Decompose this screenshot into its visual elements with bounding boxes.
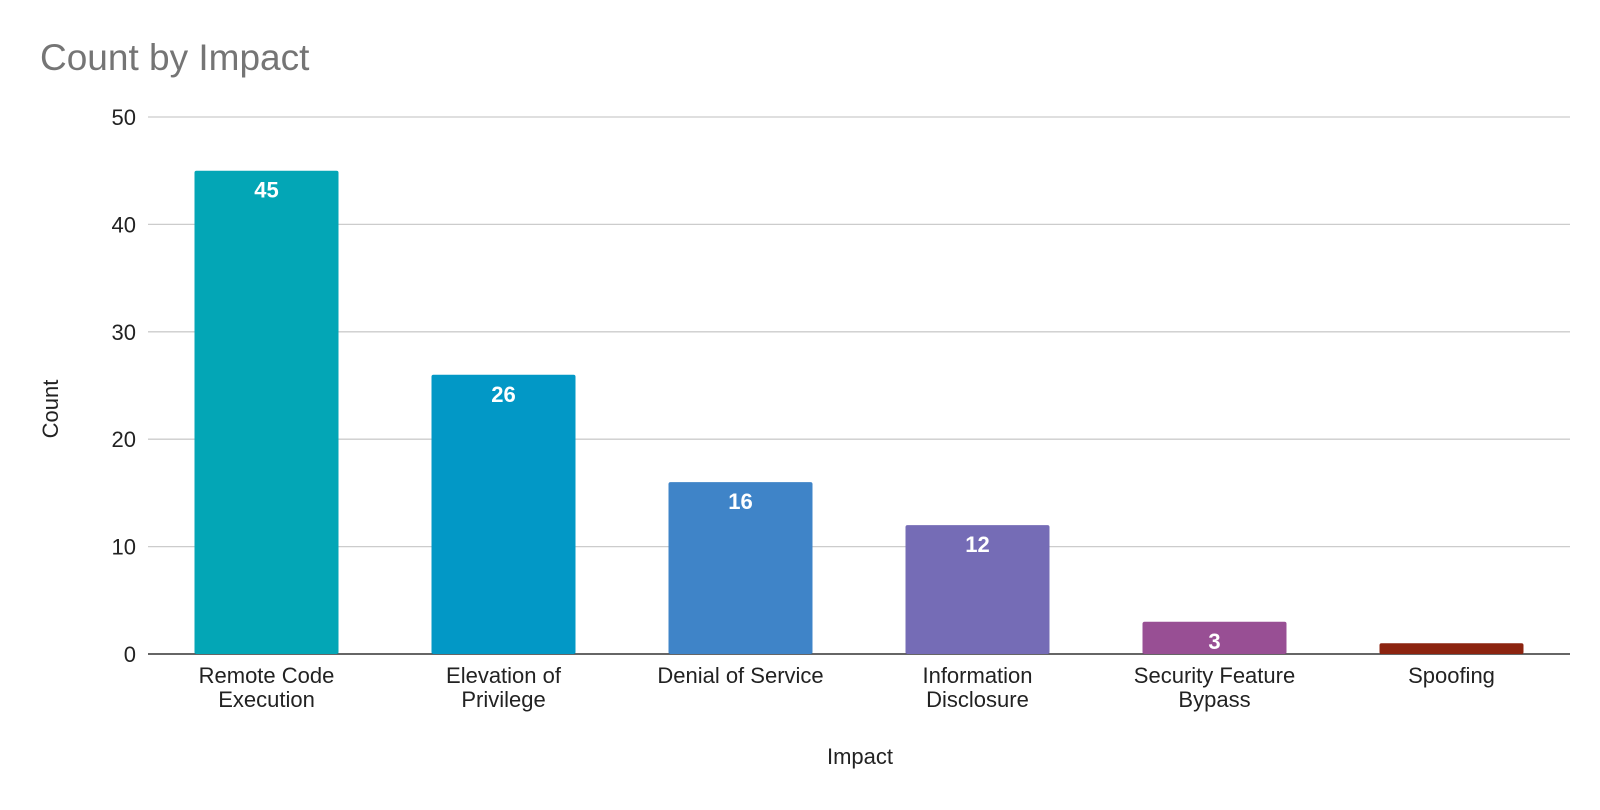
x-tick-label-line: Execution bbox=[218, 687, 315, 712]
x-tick-label: Denial of Service bbox=[657, 663, 823, 688]
data-label: 26 bbox=[491, 382, 515, 407]
x-tick-label-line: Spoofing bbox=[1408, 663, 1495, 688]
y-axis-ticks: 0 10 20 30 40 50 bbox=[112, 105, 136, 667]
y-tick-label: 30 bbox=[112, 320, 136, 345]
bar bbox=[1379, 643, 1524, 654]
x-tick-label-line: Denial of Service bbox=[657, 663, 823, 688]
x-tick-label-line: Remote Code bbox=[199, 663, 335, 688]
bar bbox=[1142, 621, 1287, 654]
x-tick-label-line: Security Feature bbox=[1134, 663, 1295, 688]
data-label: 16 bbox=[728, 489, 752, 514]
x-tick-label: Remote Code Execution bbox=[199, 663, 335, 712]
data-labels: 45 26 16 12 3 bbox=[254, 178, 1220, 654]
y-tick-label: 40 bbox=[112, 212, 136, 237]
x-tick-label-line: Privilege bbox=[461, 687, 545, 712]
bar bbox=[431, 374, 576, 654]
bars bbox=[194, 170, 1524, 654]
y-tick-label: 10 bbox=[112, 535, 136, 560]
x-tick-label: Elevation of Privilege bbox=[446, 663, 562, 712]
y-tick-label: 50 bbox=[112, 105, 136, 130]
bar bbox=[668, 482, 813, 654]
bar bbox=[905, 525, 1050, 654]
data-label: 12 bbox=[965, 532, 989, 557]
x-tick-label-line: Bypass bbox=[1178, 687, 1250, 712]
data-label: 45 bbox=[254, 178, 278, 203]
x-axis-categories: Remote Code Execution Elevation of Privileg… bbox=[199, 663, 1495, 712]
x-axis-title: Impact bbox=[827, 744, 893, 769]
x-tick-label-line: Disclosure bbox=[926, 687, 1029, 712]
x-tick-label: Security Feature Bypass bbox=[1134, 663, 1295, 712]
y-axis-title: Count bbox=[38, 380, 63, 439]
x-tick-label: Spoofing bbox=[1408, 663, 1495, 688]
x-tick-label-line: Information bbox=[922, 663, 1032, 688]
bar bbox=[194, 170, 339, 654]
y-tick-label: 20 bbox=[112, 427, 136, 452]
chart-title: Count by Impact bbox=[40, 37, 310, 78]
x-tick-label: Information Disclosure bbox=[922, 663, 1032, 712]
data-label: 3 bbox=[1208, 629, 1220, 654]
gridlines bbox=[148, 116, 1570, 655]
x-tick-label-line: Elevation of bbox=[446, 663, 562, 688]
y-tick-label: 0 bbox=[124, 642, 136, 667]
